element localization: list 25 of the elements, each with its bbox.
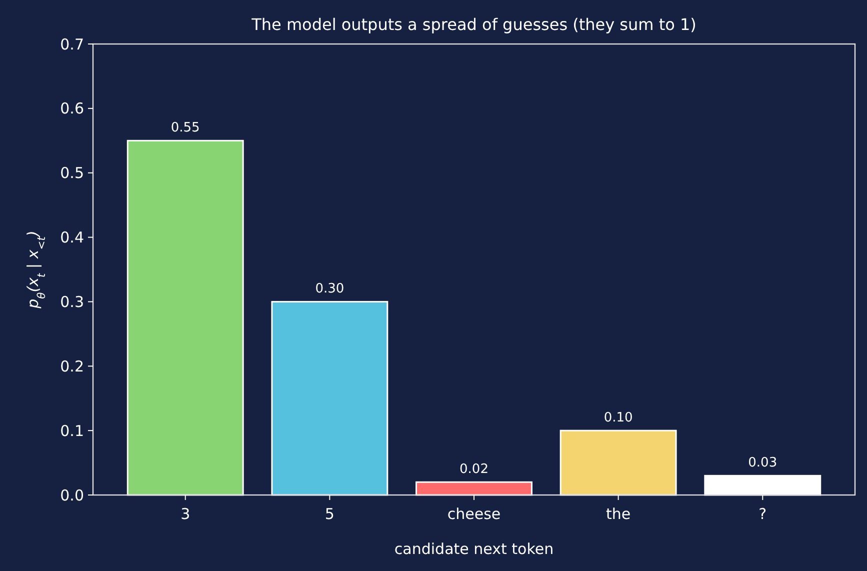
- y-tick-label: 0.3: [60, 292, 84, 311]
- x-tick-label: cheese: [447, 505, 501, 523]
- data-label: 0.30: [315, 282, 344, 297]
- bar: [560, 430, 677, 496]
- y-tick-label: 0.7: [60, 35, 84, 54]
- data-label: 0.55: [170, 120, 200, 136]
- bar: [416, 481, 532, 496]
- y-tick-label: 0.1: [60, 422, 84, 440]
- y-tick-label: 0.4: [60, 228, 84, 247]
- bar: [704, 474, 822, 496]
- chart-title: The model outputs a spread of guesses (they sum to 1): [250, 15, 696, 34]
- y-tick-label: 0.0: [60, 486, 84, 504]
- x-axis-title: candidate next token: [394, 540, 554, 558]
- y-tick-label: 0.6: [60, 100, 84, 118]
- bar: [126, 140, 244, 496]
- x-tick-label: 3: [180, 505, 190, 523]
- x-tick-label: the: [606, 505, 631, 523]
- y-tick-label: 0.2: [60, 357, 84, 376]
- data-label: 0.03: [748, 456, 778, 471]
- y-tick-label: 0.5: [60, 164, 84, 182]
- x-tick-label: 5: [324, 505, 334, 523]
- x-tick-label: ?: [758, 505, 767, 523]
- data-label: 0.02: [460, 462, 488, 478]
- bar: [271, 300, 388, 496]
- data-label: 0.10: [604, 410, 633, 426]
